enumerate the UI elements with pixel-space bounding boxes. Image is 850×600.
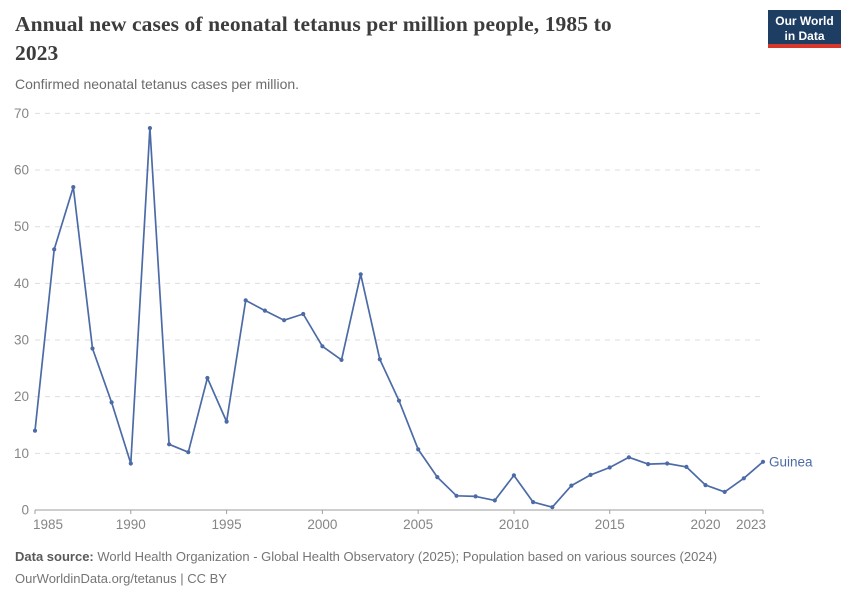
data-point bbox=[224, 419, 229, 424]
chart-subtitle: Confirmed neonatal tetanus cases per mil… bbox=[15, 76, 300, 92]
data-point bbox=[109, 400, 114, 405]
data-point bbox=[703, 483, 708, 488]
x-tick-label: 2020 bbox=[691, 517, 721, 532]
x-tick-label: 2000 bbox=[307, 517, 337, 532]
y-tick-label: 30 bbox=[14, 333, 29, 348]
data-point bbox=[282, 318, 287, 323]
data-point bbox=[435, 475, 440, 480]
owid-logo-line-2: in Data bbox=[784, 29, 825, 43]
page-title: Annual new cases of neonatal tetanus per… bbox=[15, 10, 760, 67]
data-point bbox=[569, 483, 574, 488]
y-tick-label: 0 bbox=[21, 503, 29, 518]
y-tick-label: 60 bbox=[14, 163, 29, 178]
y-tick-label: 70 bbox=[14, 106, 29, 121]
x-tick-label: 2023 bbox=[736, 517, 766, 532]
data-point bbox=[358, 272, 363, 277]
data-point bbox=[588, 472, 593, 477]
line-chart[interactable]: 0 10 20 30 40 50 60 70 1985 1990 1995 2000 2005 2010 2… bbox=[0, 100, 850, 545]
x-tick-label: 1990 bbox=[116, 517, 146, 532]
data-point bbox=[396, 398, 402, 403]
data-point bbox=[71, 185, 76, 190]
data-point bbox=[454, 493, 459, 498]
data-point bbox=[52, 247, 57, 252]
x-tick-label: 2005 bbox=[403, 517, 433, 532]
x-tick-label: 2010 bbox=[499, 517, 529, 532]
owid-logo-text: Our World in Data bbox=[768, 14, 841, 44]
y-tick-label: 10 bbox=[14, 446, 29, 461]
owid-logo-line-1: Our World bbox=[775, 14, 834, 28]
data-point bbox=[665, 461, 670, 466]
data-point bbox=[684, 464, 689, 469]
data-point bbox=[531, 500, 536, 505]
data-point bbox=[511, 473, 516, 478]
data-point bbox=[32, 428, 38, 433]
data-point bbox=[760, 459, 766, 464]
entity-label-guinea: Guinea bbox=[769, 454, 813, 469]
data-point bbox=[607, 465, 612, 470]
owid-logo[interactable]: Our World in Data bbox=[768, 10, 841, 48]
series-line-guinea bbox=[34, 127, 764, 509]
data-point bbox=[416, 447, 421, 452]
data-point bbox=[339, 357, 344, 362]
attribution-note: OurWorldinData.org/tetanus | CC BY bbox=[15, 571, 227, 586]
data-source-note: Data source: World Health Organization -… bbox=[15, 549, 717, 564]
data-point bbox=[626, 455, 632, 460]
data-point bbox=[205, 375, 210, 381]
y-tick-label: 20 bbox=[14, 389, 29, 404]
data-source-label: Data source: bbox=[15, 549, 94, 564]
data-point bbox=[492, 498, 497, 503]
data-point bbox=[128, 461, 133, 466]
title-line-1: Annual new cases of neonatal tetanus per… bbox=[15, 12, 612, 36]
data-point bbox=[722, 489, 727, 494]
data-point bbox=[550, 505, 555, 510]
data-point bbox=[186, 450, 191, 455]
x-tick-label: 1985 bbox=[33, 517, 63, 532]
data-point bbox=[243, 298, 248, 303]
x-tick-label: 1995 bbox=[212, 517, 242, 532]
data-source-text: World Health Organization - Global Healt… bbox=[93, 549, 718, 564]
data-point bbox=[147, 126, 152, 131]
x-tick-label: 2015 bbox=[595, 517, 625, 532]
data-point bbox=[167, 442, 172, 447]
y-tick-label: 40 bbox=[14, 276, 29, 291]
data-point bbox=[301, 311, 306, 317]
data-point bbox=[473, 494, 478, 499]
y-tick-label: 50 bbox=[14, 219, 29, 234]
data-point bbox=[262, 308, 267, 313]
data-point bbox=[377, 357, 382, 362]
data-point bbox=[646, 462, 651, 467]
data-point bbox=[90, 346, 95, 351]
title-line-2: 2023 bbox=[15, 40, 59, 65]
data-point bbox=[320, 344, 325, 349]
data-point bbox=[741, 476, 746, 481]
